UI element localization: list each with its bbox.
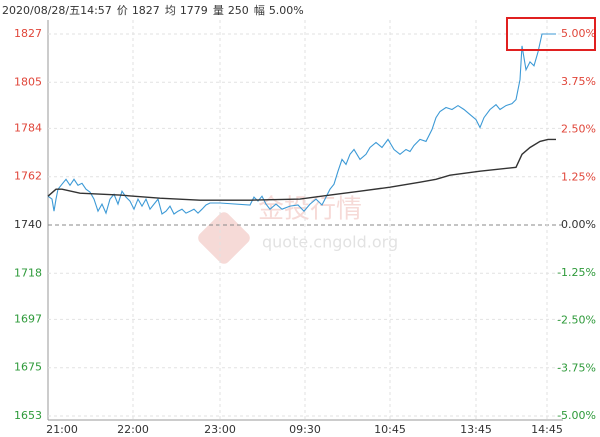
x-tick-label: 21:00 — [46, 423, 78, 436]
header-text: 2020/08/28/五14:57 价 1827 均 1779 量 250 幅 5.00% — [2, 4, 304, 17]
header-value: 1779 — [180, 4, 208, 17]
x-tick-label: 14:45 — [531, 423, 563, 436]
header-label: 价 — [117, 4, 128, 17]
watermark: 金投行情 quote.cngold.org — [198, 195, 398, 264]
y2-tick-label: 3.75% — [561, 75, 596, 88]
header: 2020/08/28/五14:57 价 1827 均 1779 量 250 幅 5.00% — [2, 4, 304, 17]
header-label: 均 — [165, 4, 176, 17]
y2-tick-label: -1.25% — [557, 266, 596, 279]
y2-tick-label: -3.75% — [557, 361, 596, 374]
y2-tick-label: 0.00% — [561, 218, 596, 231]
y-tick-label: 1827 — [14, 27, 42, 40]
highlight-box — [506, 17, 596, 51]
y-tick-label: 1805 — [14, 75, 42, 88]
y-tick-label: 1784 — [14, 121, 42, 134]
y-tick-label: 1740 — [14, 218, 42, 231]
price-line — [47, 33, 556, 215]
x-tick-label: 22:00 — [117, 423, 149, 436]
y2-tick-label: -5.00% — [557, 409, 596, 422]
header-value: 250 — [228, 4, 249, 17]
price-line — [47, 138, 556, 201]
y2-tick-label: 1.25% — [561, 170, 596, 183]
header-label: 幅 — [254, 4, 265, 17]
x-tick-label: 13:45 — [460, 423, 492, 436]
y-tick-label: 1675 — [14, 361, 42, 374]
y2-tick-label: -2.50% — [557, 314, 596, 327]
y2-tick-label: 2.50% — [561, 123, 596, 136]
y-tick-label: 1762 — [14, 170, 42, 183]
header-value: 5.00% — [269, 4, 304, 17]
y-tick-label: 1653 — [14, 409, 42, 422]
header-value: 1827 — [132, 4, 160, 17]
y-tick-label: 1718 — [14, 266, 42, 279]
y2-tick-label: 5.00% — [561, 27, 596, 40]
header-label: 量 — [213, 4, 224, 17]
x-tick-label: 10:45 — [374, 423, 406, 436]
x-tick-label: 23:00 — [204, 423, 236, 436]
y-tick-label: 1697 — [14, 312, 42, 325]
header-datetime: 2020/08/28/五14:57 — [2, 4, 112, 17]
x-tick-label: 09:30 — [289, 423, 321, 436]
watermark-url: quote.cngold.org — [262, 233, 398, 252]
